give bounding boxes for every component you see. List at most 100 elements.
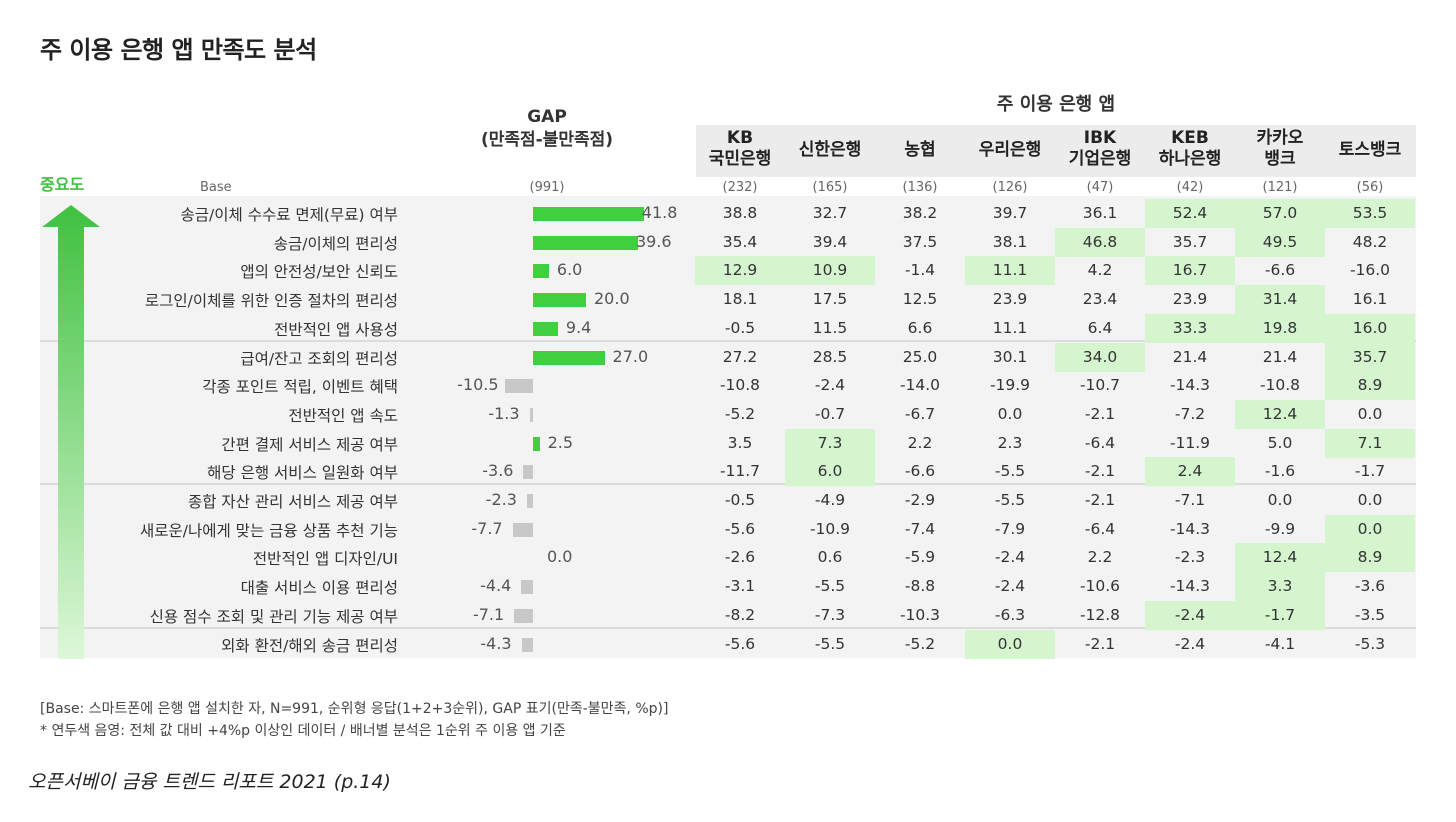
table-cell: 3.3: [1235, 572, 1325, 602]
table-cell: 0.0: [1325, 514, 1415, 544]
table-cell: -7.2: [1174, 404, 1206, 423]
row-label: 로그인/이체를 위한 인증 절차의 편리성: [144, 292, 398, 311]
gap-bar: [521, 637, 533, 652]
bank-base: (42): [1176, 180, 1204, 195]
gap-value: 6.0: [556, 260, 583, 280]
base-label: Base: [200, 180, 232, 195]
importance-arrow-icon: [42, 205, 100, 659]
table-cell: -2.4: [994, 577, 1026, 596]
table-cell: 8.9: [1325, 543, 1415, 573]
table-cell: 38.1: [992, 232, 1028, 251]
color-note: * 연두색 음영: 전체 값 대비 +4%p 이상인 데이터 / 배너별 분석은…: [40, 723, 566, 739]
table-cell: 38.8: [722, 204, 758, 222]
table-cell: 48.2: [1352, 232, 1388, 251]
gap-value: -2.3: [485, 490, 517, 509]
table-cell: -2.1: [1084, 491, 1116, 509]
page-title: 주 이용 은행 앱 만족도 분석: [40, 36, 317, 64]
gap-value: 2.5: [547, 432, 574, 452]
bank-base: (165): [812, 180, 848, 195]
table-cell: 35.7: [1325, 342, 1415, 372]
group-divider: [40, 627, 1416, 629]
table-cell: -16.0: [1349, 261, 1391, 280]
gap-bar: [505, 379, 533, 394]
table-cell: 57.0: [1235, 199, 1325, 228]
gap-bar: [533, 207, 644, 221]
table-cell: 6.4: [1087, 318, 1113, 337]
table-cell: -10.3: [899, 605, 941, 624]
gap-bar: [521, 580, 533, 595]
table-cell: -0.5: [724, 318, 756, 337]
gap-value: 39.6: [635, 231, 672, 251]
table-cell: 39.7: [992, 204, 1028, 222]
table-cell: -7.4: [904, 519, 936, 538]
table-cell: -8.2: [724, 605, 756, 624]
table-cell: -5.2: [904, 634, 936, 653]
table-cell: -9.9: [1264, 519, 1296, 538]
gap-bar: [512, 522, 533, 537]
table-cell: -4.1: [1264, 634, 1296, 653]
table-cell: -7.3: [814, 605, 846, 624]
gap-header: GAP (만족점-불만족점): [480, 107, 614, 150]
table-cell: 12.4: [1235, 399, 1325, 429]
table-cell: -12.8: [1079, 605, 1121, 624]
table-cell: 10.9: [785, 256, 875, 286]
table-cell: -4.9: [814, 491, 846, 509]
table-cell: 12.9: [695, 256, 785, 286]
table-cell: -1.7: [1354, 462, 1386, 481]
gap-value: -4.3: [480, 633, 512, 653]
group-divider: [40, 340, 1416, 342]
table-cell: 52.4: [1145, 199, 1235, 228]
table-cell: 16.0: [1325, 313, 1415, 343]
table-cell: 6.0: [785, 457, 875, 487]
table-cell: 30.1: [992, 347, 1028, 366]
gap-bar: [533, 321, 558, 336]
table-cell: -5.6: [724, 634, 756, 653]
table-cell: -1.4: [904, 261, 936, 280]
gap-value: 9.4: [565, 317, 592, 337]
table-cell: -1.7: [1235, 600, 1325, 630]
table-cell: -5.9: [904, 548, 936, 567]
table-cell: -3.1: [724, 577, 756, 596]
table-cell: -3.6: [1354, 577, 1386, 596]
table-cell: -2.1: [1084, 462, 1116, 481]
gap-bar: [533, 235, 638, 250]
row-label: 급여/잔고 조회의 편리성: [240, 349, 398, 368]
table-cell: -0.5: [724, 491, 756, 509]
table-cell: 23.4: [1082, 290, 1118, 309]
table-cell: 4.2: [1087, 261, 1113, 280]
row-label: 각종 포인트 적립, 이벤트 혜택: [202, 378, 398, 397]
table-cell: -10.6: [1079, 577, 1121, 596]
table-cell: -2.4: [1145, 600, 1235, 630]
table-cell: -10.9: [809, 519, 851, 538]
table-cell: 49.5: [1235, 227, 1325, 257]
table-cell: -2.4: [1174, 634, 1206, 653]
gap-base: (991): [529, 180, 565, 195]
table-cell: 33.3: [1145, 313, 1235, 343]
table-cell: 0.0: [1357, 491, 1383, 509]
table-cell: -1.6: [1264, 462, 1296, 481]
bank-base: (121): [1262, 180, 1298, 195]
table-cell: -6.3: [994, 605, 1026, 624]
table-cell: 35.4: [722, 232, 758, 251]
gap-value: -10.5: [457, 375, 499, 395]
bank-base: (136): [902, 180, 938, 195]
row-label: 앱의 안전성/보안 신뢰도: [240, 263, 398, 282]
table-cell: 21.4: [1172, 347, 1208, 366]
gap-bar: [533, 264, 549, 279]
table-cell: -14.0: [899, 376, 941, 395]
bank-base: (56): [1356, 180, 1384, 195]
row-label: 새로운/나에게 맞는 금융 상품 추천 기능: [139, 521, 398, 540]
row-label: 전반적인 앱 속도: [288, 406, 398, 425]
table-cell: 5.0: [1267, 433, 1293, 452]
table-cell: 46.8: [1055, 227, 1145, 257]
gap-bar: [529, 407, 533, 422]
gap-value: -1.3: [488, 403, 520, 423]
table-cell: -2.1: [1084, 634, 1116, 653]
table-cell: 11.5: [812, 318, 848, 337]
gap-value: -4.4: [480, 576, 512, 596]
table-cell: 23.9: [992, 290, 1028, 309]
table-cell: -5.5: [814, 577, 846, 596]
table-cell: 2.2: [1087, 548, 1113, 567]
table-cell: 23.9: [1172, 290, 1208, 309]
gap-bar: [523, 465, 533, 480]
